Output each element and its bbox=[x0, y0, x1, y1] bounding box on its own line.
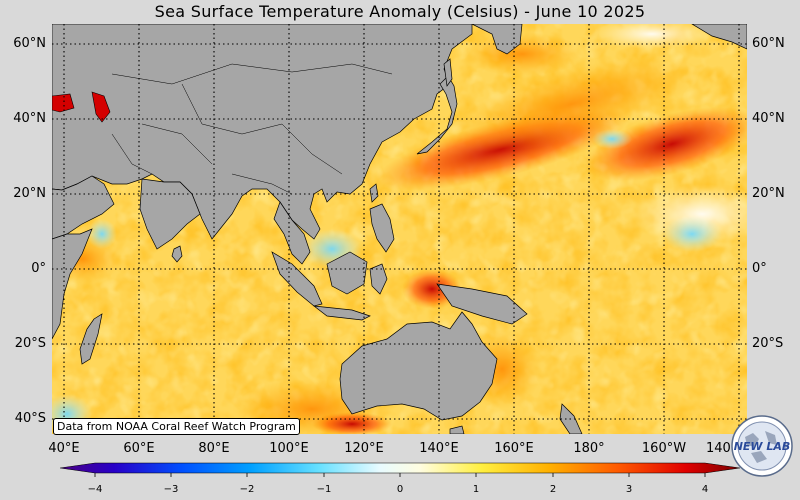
colorbar-tick-label: 1 bbox=[472, 484, 480, 495]
lon-label: 180° bbox=[573, 441, 605, 456]
colorbar-tick-marks bbox=[94, 473, 706, 477]
country-borders bbox=[111, 63, 393, 195]
philippines-landmass bbox=[369, 203, 395, 253]
lat-label-right: 20°S bbox=[752, 336, 784, 351]
colorbar-tick-label: −3 bbox=[163, 484, 179, 495]
sumatra-landmass bbox=[271, 251, 323, 307]
lon-label: 40°E bbox=[48, 441, 80, 456]
lon-label: 120°E bbox=[344, 441, 384, 456]
colorbar-tick-label: 3 bbox=[625, 484, 633, 495]
colorbar-tick-label: −4 bbox=[87, 484, 103, 495]
graticule bbox=[52, 24, 747, 434]
north-america-landmass bbox=[691, 24, 747, 50]
lat-label-right: 40°N bbox=[752, 111, 785, 126]
africa-landmass bbox=[52, 228, 93, 340]
lon-label: 80°E bbox=[198, 441, 230, 456]
lon-label: 100°E bbox=[269, 441, 309, 456]
sulawesi-landmass bbox=[369, 263, 388, 295]
taiwan-landmass bbox=[369, 183, 379, 203]
lon-label: 160°E bbox=[494, 441, 534, 456]
madagascar-landmass bbox=[79, 313, 103, 365]
caspian-sea bbox=[91, 91, 111, 123]
colorbar-tick-label: −2 bbox=[239, 484, 255, 495]
lat-label-left: 20°N bbox=[13, 186, 46, 201]
lon-label: 140°E bbox=[419, 441, 459, 456]
colorbar-tick-label: 0 bbox=[396, 484, 404, 495]
lat-label-left: 40°N bbox=[13, 111, 46, 126]
kamchatka-landmass bbox=[471, 24, 523, 55]
lon-label: 160°W bbox=[641, 441, 687, 456]
map-title: Sea Surface Temperature Anomaly (Celsius… bbox=[154, 2, 646, 21]
sri-lanka-landmass bbox=[171, 245, 183, 263]
data-credit: Data from NOAA Coral Reef Watch Program bbox=[53, 418, 300, 435]
india-landmass bbox=[139, 178, 201, 250]
colorbar-tick-label: −1 bbox=[316, 484, 332, 495]
borneo-landmass bbox=[326, 251, 368, 295]
sakhalin-landmass bbox=[443, 58, 453, 87]
colorbar-gradient bbox=[60, 462, 740, 474]
indochina-landmass bbox=[273, 201, 311, 265]
java-landmass bbox=[312, 305, 371, 321]
black-sea bbox=[52, 93, 75, 113]
lat-label-left: 60°N bbox=[13, 36, 46, 51]
tasmania-landmass bbox=[449, 425, 465, 434]
new-guinea-landmass bbox=[436, 283, 528, 325]
lat-label-left: 40°S bbox=[14, 411, 46, 426]
lab-logo: NEW LAB bbox=[731, 415, 793, 477]
lat-label-right: 20°N bbox=[752, 186, 785, 201]
colorbar-tick-label: 4 bbox=[701, 484, 709, 495]
lon-label: 60°E bbox=[123, 441, 155, 456]
australia-landmass bbox=[339, 311, 498, 421]
colorbar bbox=[60, 462, 740, 477]
inland-seas bbox=[52, 91, 111, 123]
lat-label-right: 0° bbox=[752, 261, 767, 276]
lat-label-right: 60°N bbox=[752, 36, 785, 51]
sst-anomaly-map[interactable] bbox=[52, 24, 747, 434]
logo-text: NEW LAB bbox=[734, 440, 791, 453]
lat-label-left: 0° bbox=[31, 261, 46, 276]
lat-label-left: 20°S bbox=[14, 336, 46, 351]
colorbar-tick-label: 2 bbox=[549, 484, 557, 495]
